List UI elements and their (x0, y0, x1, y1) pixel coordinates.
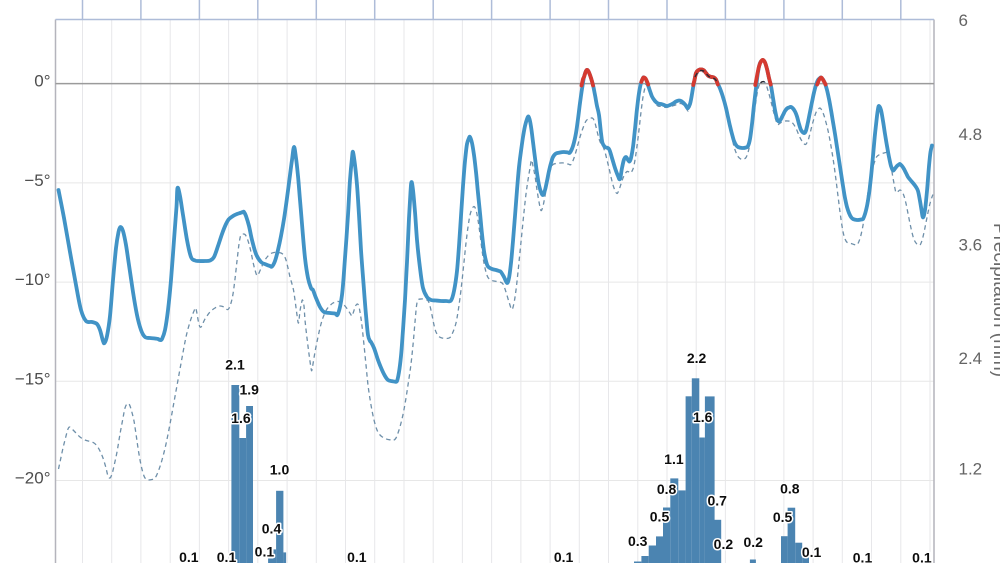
svg-text:6: 6 (959, 11, 968, 30)
svg-text:1.6: 1.6 (693, 409, 713, 425)
svg-text:−10°: −10° (15, 270, 51, 289)
svg-text:1.9: 1.9 (239, 381, 259, 397)
svg-text:0.2: 0.2 (743, 534, 763, 550)
svg-text:−20°: −20° (15, 469, 51, 488)
svg-text:0.7: 0.7 (707, 493, 727, 509)
svg-text:1.0: 1.0 (270, 462, 290, 478)
svg-text:1.2: 1.2 (959, 460, 983, 479)
svg-text:2.2: 2.2 (687, 350, 707, 366)
svg-text:0.1: 0.1 (179, 549, 199, 563)
svg-text:1.1: 1.1 (664, 451, 684, 467)
svg-text:1.6: 1.6 (231, 410, 251, 426)
svg-text:0.4: 0.4 (262, 520, 282, 536)
svg-text:−5°: −5° (24, 171, 50, 190)
svg-text:0.1: 0.1 (554, 549, 574, 563)
svg-text:3.6: 3.6 (959, 236, 983, 255)
svg-text:Precipitation (mm): Precipitation (mm) (989, 223, 1000, 377)
svg-text:−15°: −15° (15, 369, 51, 388)
svg-text:0.3: 0.3 (628, 533, 648, 549)
svg-text:0.1: 0.1 (912, 550, 932, 564)
svg-text:0.5: 0.5 (773, 509, 793, 525)
svg-text:0°: 0° (34, 72, 50, 91)
svg-text:0.2: 0.2 (714, 536, 734, 552)
svg-text:0.5: 0.5 (650, 509, 670, 525)
svg-text:0.1: 0.1 (347, 549, 367, 563)
svg-text:0.8: 0.8 (657, 481, 677, 497)
svg-text:2.4: 2.4 (959, 349, 983, 368)
svg-text:4.8: 4.8 (959, 125, 983, 144)
svg-text:2.1: 2.1 (225, 357, 245, 373)
svg-text:0.1: 0.1 (217, 549, 237, 563)
svg-text:0.1: 0.1 (255, 544, 275, 560)
svg-text:0.1: 0.1 (802, 544, 822, 560)
svg-text:0.1: 0.1 (853, 550, 873, 564)
svg-text:0.8: 0.8 (780, 481, 800, 497)
